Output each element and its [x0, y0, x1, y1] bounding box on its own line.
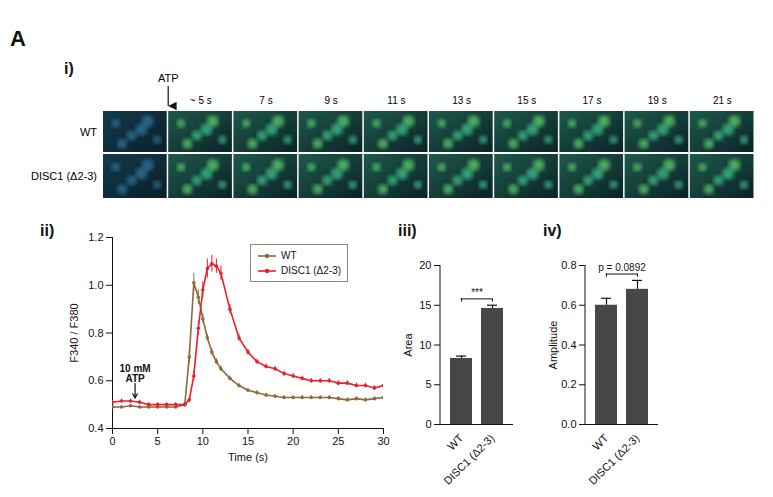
svg-text:10: 10: [197, 435, 209, 447]
svg-text:0.8: 0.8: [561, 259, 576, 271]
svg-text:1.0: 1.0: [88, 279, 103, 291]
svg-text:15 s: 15 s: [517, 95, 536, 106]
html-text:i): i): [64, 60, 74, 77]
svg-text:~ 5 s: ~ 5 s: [190, 95, 212, 106]
svg-text:15: 15: [419, 299, 431, 311]
svg-text:0.0: 0.0: [561, 418, 576, 430]
svg-text:13 s: 13 s: [452, 95, 471, 106]
svg-text:p = 0.0892: p = 0.0892: [598, 262, 646, 273]
svg-text:0.4: 0.4: [561, 339, 576, 351]
svg-text:0.2: 0.2: [561, 378, 576, 390]
svg-text:WT: WT: [590, 432, 611, 453]
svg-text:10: 10: [419, 339, 431, 351]
svg-text:7 s: 7 s: [259, 95, 272, 106]
svg-text:Area: Area: [402, 333, 414, 357]
svg-text:0.8: 0.8: [88, 327, 103, 339]
html-text:ii): ii): [40, 222, 55, 239]
svg-text:15: 15: [242, 435, 254, 447]
svg-text:Time (s): Time (s): [228, 451, 268, 463]
svg-text:5: 5: [155, 435, 161, 447]
svg-text:20: 20: [419, 259, 431, 271]
svg-text:30: 30: [377, 435, 389, 447]
svg-text:WT: WT: [80, 126, 97, 138]
html-text:iv): iv): [543, 222, 562, 239]
svg-text:9 s: 9 s: [325, 95, 338, 106]
svg-text:0.6: 0.6: [561, 299, 576, 311]
html-text:DISC1 (Δ2-3): DISC1 (Δ2-3): [281, 265, 341, 276]
svg-text:F340 / F380: F340 / F380: [68, 303, 80, 362]
svg-text:ATP: ATP: [158, 72, 179, 84]
svg-text:0.6: 0.6: [88, 374, 103, 386]
svg-text:10 mMATP: 10 mMATP: [120, 363, 151, 384]
svg-text:5: 5: [425, 378, 431, 390]
svg-text:WT: WT: [445, 432, 466, 453]
svg-text:20: 20: [287, 435, 299, 447]
svg-text:Amplitude: Amplitude: [547, 321, 559, 370]
svg-text:0: 0: [109, 435, 115, 447]
svg-text:25: 25: [332, 435, 344, 447]
svg-text:11 s: 11 s: [387, 95, 405, 106]
html-text:iii): iii): [398, 222, 417, 239]
svg-text:DISC1 (Δ2-3): DISC1 (Δ2-3): [586, 432, 641, 487]
svg-text:***: ***: [471, 287, 483, 298]
svg-text:19 s: 19 s: [648, 95, 667, 106]
svg-text:21 s: 21 s: [713, 95, 732, 106]
svg-text:17 s: 17 s: [583, 95, 602, 106]
html-text:WT: WT: [281, 250, 297, 261]
svg-text:DISC1 (Δ2-3): DISC1 (Δ2-3): [31, 170, 97, 182]
html-text:A: A: [10, 26, 26, 51]
svg-text:DISC1 (Δ2-3): DISC1 (Δ2-3): [441, 432, 496, 487]
svg-text:0: 0: [425, 418, 431, 430]
svg-text:1.2: 1.2: [88, 231, 103, 243]
svg-text:0.4: 0.4: [88, 422, 103, 434]
